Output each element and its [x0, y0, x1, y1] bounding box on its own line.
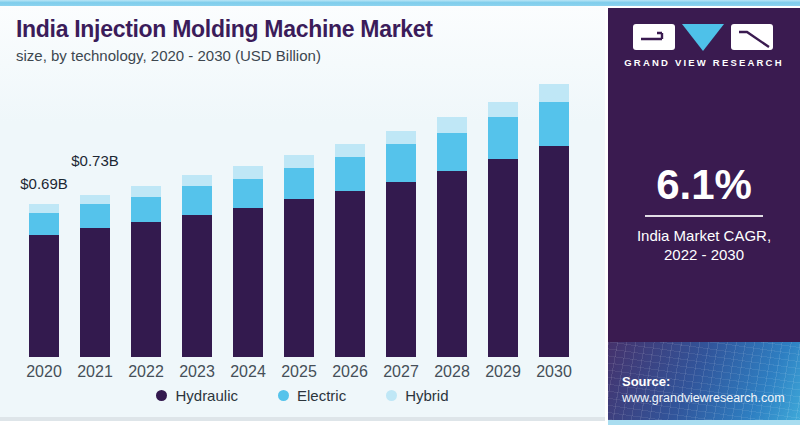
legend-dot-electric-icon	[278, 390, 289, 401]
plot-area: 2020$0.69B 2021$0.73B 2022 2023 2024 2025 2026…	[29, 26, 574, 357]
gvr-logo-icon	[629, 22, 779, 54]
bar-segment-hybrid-2026	[335, 144, 365, 157]
bar-segment-hybrid-2022	[131, 186, 161, 197]
bar-segment-hydraulic-2025	[284, 199, 314, 357]
bar-stack-2025	[284, 155, 314, 357]
bar-stack-2026	[335, 144, 365, 357]
bar-segment-electric-2025	[284, 168, 314, 199]
bar-stack-2028	[437, 117, 467, 357]
bar-segment-hybrid-2029	[488, 102, 518, 118]
bar-group-2028: 2028	[437, 117, 467, 357]
bottom-edge-left	[0, 417, 605, 421]
legend-label-hydraulic: Hydraulic	[175, 387, 238, 404]
bar-segment-hydraulic-2029	[488, 159, 518, 357]
bar-segment-hybrid-2027	[386, 131, 416, 144]
x-axis-label-2021: 2021	[77, 363, 113, 381]
bar-segment-hybrid-2024	[233, 166, 263, 179]
bar-segment-hydraulic-2026	[335, 191, 365, 358]
bar-segment-hydraulic-2028	[437, 171, 467, 358]
x-axis-label-2024: 2024	[230, 363, 266, 381]
bar-segment-hybrid-2023	[182, 175, 212, 186]
bar-group-2027: 2027	[386, 131, 416, 357]
bar-segment-electric-2027	[386, 144, 416, 182]
legend-label-electric: Electric	[297, 387, 346, 404]
bar-segment-hybrid-2025	[284, 155, 314, 168]
bar-segment-hydraulic-2023	[182, 215, 212, 357]
bar-segment-electric-2020	[29, 213, 59, 235]
bar-group-2029: 2029	[488, 102, 518, 357]
bar-segment-electric-2024	[233, 179, 263, 208]
bar-segment-electric-2022	[131, 197, 161, 221]
bar-group-2026: 2026	[335, 144, 365, 357]
bar-stack-2021	[80, 195, 110, 357]
bar-segment-hydraulic-2024	[233, 208, 263, 357]
legend-label-hybrid: Hybrid	[405, 387, 448, 404]
bar-segment-electric-2021	[80, 204, 110, 228]
bar-segment-electric-2026	[335, 157, 365, 190]
brand-sidebar: GRAND VIEW RESEARCH 6.1% India Market CA…	[608, 8, 800, 420]
bar-segment-electric-2030	[539, 102, 569, 146]
bar-segment-hybrid-2020	[29, 204, 59, 213]
x-axis-label-2030: 2030	[536, 363, 572, 381]
source-label: Source:	[622, 374, 800, 389]
x-axis-label-2020: 2020	[26, 363, 62, 381]
bar-segment-hybrid-2030	[539, 84, 569, 102]
bar-segment-electric-2023	[182, 186, 212, 215]
bar-group-2024: 2024	[233, 166, 263, 357]
brand-name: GRAND VIEW RESEARCH	[608, 57, 800, 68]
infographic-page: India Injection Molding Machine Market s…	[0, 0, 800, 425]
x-axis-label-2027: 2027	[383, 363, 419, 381]
bar-segment-hydraulic-2027	[386, 182, 416, 357]
gvr-logo	[608, 22, 800, 58]
bar-stack-2030	[539, 84, 569, 357]
cagr-block: 6.1% India Market CAGR, 2022 - 2030	[608, 164, 800, 265]
bar-segment-hydraulic-2021	[80, 228, 110, 357]
bar-segment-electric-2029	[488, 117, 518, 159]
x-axis-label-2029: 2029	[485, 363, 521, 381]
bar-stack-2022	[131, 186, 161, 357]
bar-stack-2029	[488, 102, 518, 357]
x-axis-label-2026: 2026	[332, 363, 368, 381]
value-label-2021: $0.73B	[71, 152, 119, 169]
bar-stack-2027	[386, 131, 416, 357]
bar-group-2025: 2025	[284, 155, 314, 357]
x-axis-label-2028: 2028	[434, 363, 470, 381]
bar-segment-hydraulic-2020	[29, 235, 59, 357]
cagr-caption-line2: 2022 - 2030	[608, 246, 800, 265]
bottom-edge-right	[608, 420, 800, 425]
legend-item-hydraulic: Hydraulic	[156, 387, 238, 404]
legend-dot-hydraulic-icon	[156, 390, 167, 401]
bar-stack-2023	[182, 175, 212, 357]
source-url: www.grandviewresearch.com	[622, 391, 800, 405]
bar-segment-electric-2028	[437, 133, 467, 171]
bar-group-2021: 2021$0.73B	[80, 195, 110, 357]
bar-segment-hydraulic-2022	[131, 222, 161, 357]
source-block: Source: www.grandviewresearch.com	[608, 342, 800, 420]
cagr-divider	[645, 215, 763, 217]
legend-item-electric: Electric	[278, 387, 346, 404]
bar-segment-hydraulic-2030	[539, 146, 569, 357]
bar-group-2020: 2020$0.69B	[29, 204, 59, 357]
cagr-value: 6.1%	[608, 164, 800, 206]
chart-panel: India Injection Molding Machine Market s…	[0, 6, 605, 421]
cagr-caption-line1: India Market CAGR,	[608, 227, 800, 246]
bar-stack-2020	[29, 204, 59, 357]
x-axis-label-2025: 2025	[281, 363, 317, 381]
x-axis-label-2023: 2023	[179, 363, 215, 381]
bar-segment-hybrid-2021	[80, 195, 110, 204]
x-axis-label-2022: 2022	[128, 363, 164, 381]
legend: Hydraulic Electric Hybrid	[0, 387, 605, 404]
legend-item-hybrid: Hybrid	[386, 387, 448, 404]
bar-group-2022: 2022	[131, 186, 161, 357]
value-label-2020: $0.69B	[20, 175, 68, 192]
bar-stack-2024	[233, 166, 263, 357]
bar-group-2023: 2023	[182, 175, 212, 357]
bar-segment-hybrid-2028	[437, 117, 467, 133]
bar-group-2030: 2030	[539, 84, 569, 357]
legend-dot-hybrid-icon	[386, 390, 397, 401]
